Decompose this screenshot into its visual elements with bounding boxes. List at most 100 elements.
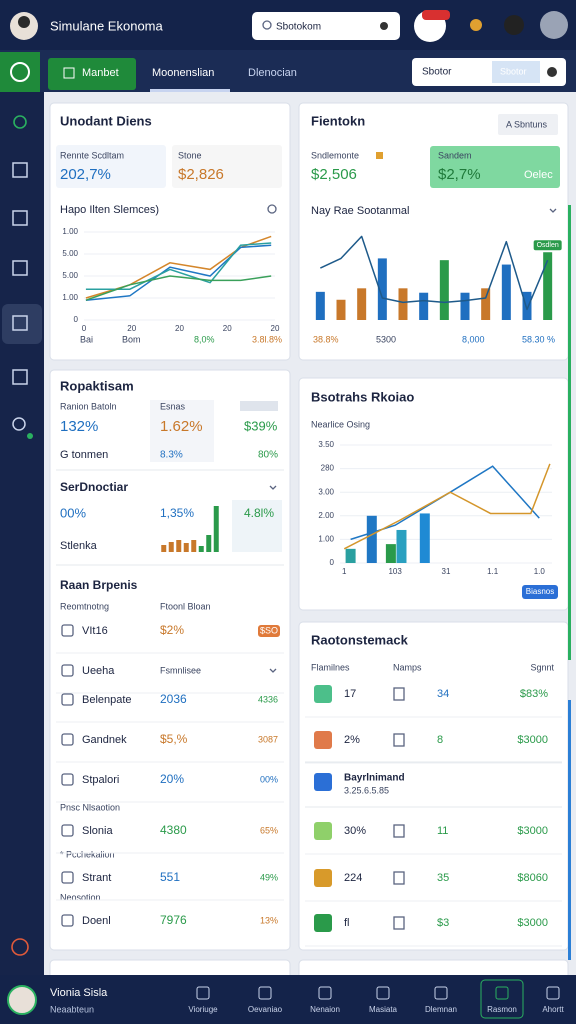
card [49, 369, 291, 951]
nav-label[interactable]: Masiata [369, 1005, 398, 1014]
nav-icon[interactable] [434, 986, 448, 1000]
line-series [343, 463, 551, 550]
bar [377, 258, 387, 320]
bar [213, 506, 219, 552]
stat-label: Sandem [438, 150, 472, 160]
app-title: Simulane Ekonoma [50, 18, 163, 33]
nav-active[interactable] [480, 979, 524, 1019]
row-value: 8.3% [160, 450, 183, 461]
row-badge [258, 625, 280, 637]
nav-icon[interactable] [13, 115, 27, 129]
row-text: 11 [437, 825, 448, 837]
tab[interactable]: Dlenocian [248, 67, 297, 79]
avatar-head [18, 16, 30, 28]
nav-label[interactable]: Rasmon [487, 1005, 517, 1014]
row-label: Fsmnlisee [160, 665, 201, 675]
profile[interactable] [540, 11, 568, 39]
row-icon [393, 824, 405, 838]
sidebar [0, 92, 44, 975]
x-tick-label: 20 [271, 324, 280, 333]
nav-icon[interactable] [12, 210, 28, 226]
bar [345, 548, 356, 563]
y-tick-label: 5.00 [62, 249, 78, 258]
column-header: Sgnnt [530, 662, 554, 672]
stat-value: 4.8l% [244, 506, 274, 520]
row-icon [393, 916, 405, 930]
footer-label: Bai [80, 334, 93, 344]
row-value: $5,% [160, 732, 188, 746]
row-icon [61, 871, 74, 884]
row-value: 2036 [160, 692, 187, 706]
x-tick-label: 31 [442, 567, 451, 576]
chevron[interactable] [269, 485, 277, 490]
bar [396, 529, 407, 563]
row-value: $3000 [517, 917, 548, 929]
row-text: 17 [344, 688, 356, 700]
row-icon [314, 869, 332, 887]
card-title: Fientokn [311, 113, 365, 128]
tab[interactable]: Moonenslian [152, 67, 214, 79]
bar [315, 291, 325, 320]
footer-value: 5300 [376, 334, 396, 344]
stat-box [172, 145, 282, 188]
nav-icon[interactable] [12, 369, 28, 385]
x-tick-label: 1.0 [534, 567, 546, 576]
badge[interactable] [522, 585, 558, 599]
logo[interactable] [0, 52, 40, 92]
avatar[interactable] [7, 985, 37, 1015]
chevron[interactable] [269, 668, 277, 673]
nav-label[interactable]: Oevaniao [248, 1005, 283, 1014]
stat-box [150, 400, 214, 462]
row-value: 13% [260, 915, 278, 925]
row-icon [61, 664, 74, 677]
bar [161, 545, 167, 552]
icon[interactable] [504, 15, 524, 35]
nav-icon[interactable] [12, 162, 28, 178]
nav-label[interactable]: Nenaion [310, 1005, 340, 1014]
nav-active[interactable] [2, 304, 42, 344]
bar [501, 264, 511, 320]
nav-icon[interactable] [258, 986, 272, 1000]
card-title: Ropaktisam [60, 378, 134, 393]
x-tick-label: 103 [388, 567, 402, 576]
chevron[interactable] [549, 208, 557, 213]
row-value: $3000 [517, 734, 548, 746]
nav-icon[interactable] [546, 986, 560, 1000]
nav-icon[interactable] [12, 260, 28, 276]
row-value: $2% [160, 623, 184, 637]
search-dot [380, 22, 388, 30]
nav-label[interactable]: Vioriuge [188, 1005, 218, 1014]
row-icon [61, 693, 74, 706]
nav-label[interactable]: Dlemnan [425, 1005, 457, 1014]
x-tick-label: 1.1 [487, 567, 499, 576]
row-icon [393, 871, 405, 885]
nav-icon[interactable] [196, 986, 210, 1000]
nav-icon[interactable] [318, 986, 332, 1000]
row-value: $3000 [517, 825, 548, 837]
sub-label: Pnsc Nlsaotion [60, 802, 120, 812]
row-text: 34 [437, 688, 449, 700]
footer-value: 3.8l.8% [252, 334, 282, 344]
y-tick-label: 1.00 [62, 227, 78, 236]
bar [183, 543, 189, 552]
nav-icon[interactable] [376, 986, 390, 1000]
bar [398, 288, 408, 320]
row-value: $8060 [517, 872, 548, 884]
stat-value: 1.62% [160, 418, 203, 435]
button-label: Manbet [82, 67, 119, 79]
row-icon [61, 733, 74, 746]
row-text: 35 [437, 872, 449, 884]
settings-icon[interactable] [267, 204, 277, 214]
nav-label[interactable]: Ahortt [542, 1005, 564, 1014]
primary-button[interactable] [48, 58, 136, 90]
dropdown[interactable] [498, 114, 558, 135]
icon[interactable] [470, 19, 482, 31]
nav-icon[interactable] [11, 938, 29, 956]
row-icon [61, 824, 74, 837]
nav-icon[interactable] [12, 417, 26, 431]
row-title: Bayrlnimand [344, 773, 405, 784]
search-box[interactable] [252, 12, 400, 40]
user-role: Neaabteun [50, 1004, 94, 1014]
nav-icon[interactable] [495, 986, 509, 1000]
line-series [320, 235, 549, 311]
